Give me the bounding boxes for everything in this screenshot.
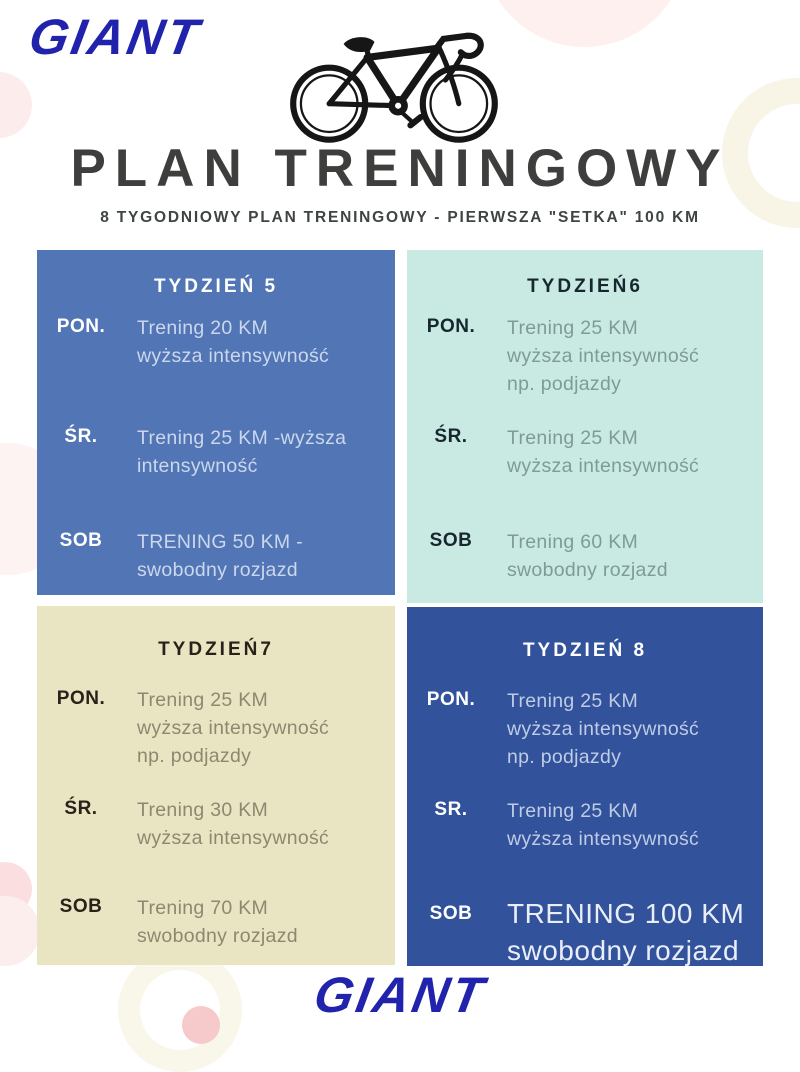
training-description: TRENING 50 KM - swobodny rozjazd xyxy=(137,531,303,581)
day-label: SOB xyxy=(429,530,473,551)
training-row-final-100km: SOB TRENING 100 KM swobodny rozjazd xyxy=(407,895,757,969)
training-description: Trening 25 KM wyższa intensywność np. po… xyxy=(137,689,330,767)
week-title: TYDZIEŃ7 xyxy=(158,639,274,660)
training-row: SOB TRENING 50 KM - swobodny rozjazd xyxy=(37,528,389,584)
training-row: ŚR. Trening 25 KM -wyższa intensywność xyxy=(37,424,389,480)
training-row: PON. Trening 20 KM wyższa intensywność xyxy=(37,314,389,370)
training-description: Trening 70 KM swobodny rozjazd xyxy=(137,897,298,947)
training-row: PON. Trening 25 KM wyższa intensywność n… xyxy=(407,687,757,771)
training-description: Trening 20 KM wyższa intensywność xyxy=(137,317,330,367)
week-panel-tydzien-8: TYDZIEŃ 8 PON. Trening 25 KM wyższa inte… xyxy=(407,607,763,966)
day-label: PON. xyxy=(426,316,476,337)
week-title: TYDZIEŃ 5 xyxy=(153,276,279,297)
day-label: ŚR. xyxy=(64,426,98,447)
decor-circle xyxy=(0,896,40,966)
training-row: ŚR. Trening 25 KM wyższa intensywność xyxy=(407,424,757,480)
training-description: Trening 25 KM wyższa intensywność np. po… xyxy=(507,317,700,395)
training-description: Trening 30 KM wyższa intensywność xyxy=(137,799,330,849)
day-label: PON. xyxy=(56,316,106,337)
training-row: SOB Trening 60 KM swobodny rozjazd xyxy=(407,528,757,584)
giant-logo-top: GIANT xyxy=(25,9,206,65)
day-label: SOB xyxy=(59,530,103,551)
training-row: PON. Trening 25 KM wyższa intensywność n… xyxy=(37,686,389,770)
week-title: TYDZIEŃ 8 xyxy=(522,640,648,661)
week-panel-tydzien-5: TYDZIEŃ 5 PON. Trening 20 KM wyższa inte… xyxy=(37,250,395,595)
decor-circle xyxy=(0,862,32,916)
training-description: Trening 25 KM wyższa intensywność np. po… xyxy=(507,690,700,768)
day-label: PON. xyxy=(426,689,476,710)
training-row: PON. Trening 25 KM wyższa intensywność n… xyxy=(407,314,757,398)
week-title: TYDZIEŃ6 xyxy=(527,276,643,297)
training-description: Trening 25 KM wyższa intensywność xyxy=(507,427,700,477)
day-label: PON. xyxy=(56,688,106,709)
day-label: SOB xyxy=(429,903,473,924)
training-row: ŚR. Trening 30 KM wyższa intensywność xyxy=(37,796,389,852)
decor-circle xyxy=(0,72,32,138)
training-description: Trening 60 KM swobodny rozjazd xyxy=(507,531,668,581)
day-label: ŚR. xyxy=(64,798,98,819)
road-bike-icon xyxy=(286,12,502,151)
training-description: Trening 25 KM -wyższa intensywność xyxy=(137,427,347,477)
training-row: SOB Trening 70 KM swobodny rozjazd xyxy=(37,894,389,950)
day-label: SOB xyxy=(59,896,103,917)
decor-circle xyxy=(482,0,687,47)
training-description: TRENING 100 KM swobodny rozjazd xyxy=(507,898,745,966)
giant-logo-bottom: GIANT xyxy=(0,966,800,1024)
page-subtitle: 8 TYGODNIOWY PLAN TRENINGOWY - PIERWSZA … xyxy=(100,209,700,226)
day-label: ŚR. xyxy=(434,426,468,447)
day-label: SR. xyxy=(434,799,468,820)
training-row: SR. Trening 25 KM wyższa intensywność xyxy=(407,797,757,853)
week-panel-tydzien-6: TYDZIEŃ6 PON. Trening 25 KM wyższa inten… xyxy=(407,250,763,603)
page-title: PLAN TRENINGOWY xyxy=(70,139,730,198)
week-panel-tydzien-7: TYDZIEŃ7 PON. Trening 25 KM wyższa inten… xyxy=(37,606,395,965)
training-description: Trening 25 KM wyższa intensywność xyxy=(507,800,700,850)
giant-logo-text: GIANT xyxy=(309,967,491,1023)
